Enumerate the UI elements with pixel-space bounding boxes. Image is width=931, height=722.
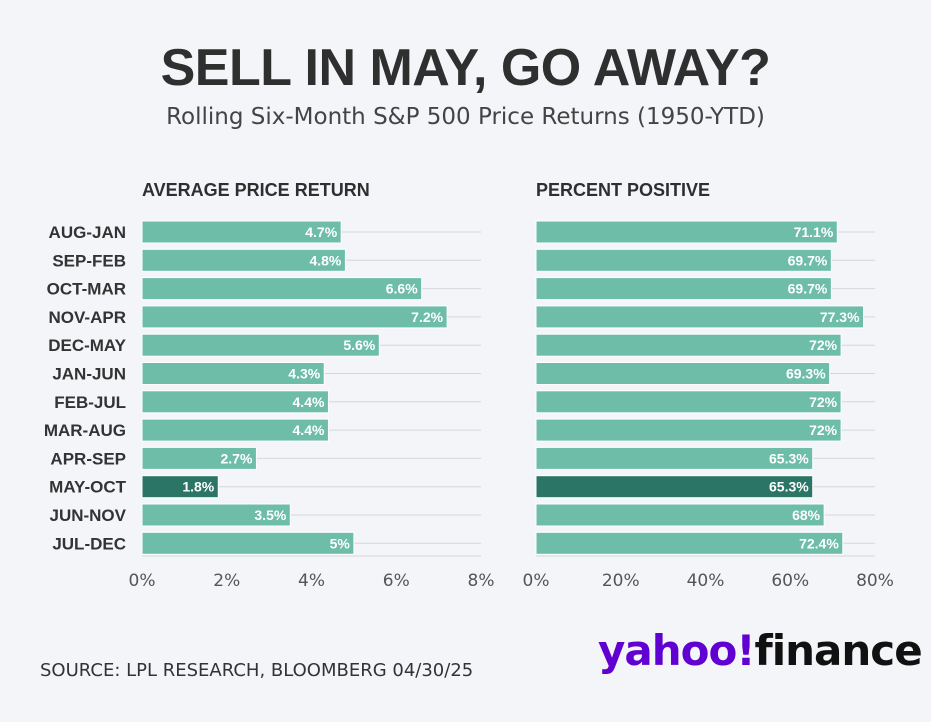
data-label: 72.4%	[799, 535, 839, 551]
chart-subtitle: Rolling Six-Month S&P 500 Price Returns …	[166, 104, 765, 130]
bar-jan-jun	[141, 362, 325, 385]
x-tick-label: 8%	[468, 571, 495, 591]
x-tick-label: 6%	[383, 571, 410, 591]
bar-feb-jul	[535, 390, 842, 414]
chart-title: SELL IN MAY, GO AWAY?	[160, 39, 771, 97]
bar-oct-mar	[535, 277, 832, 301]
data-label: 4.7%	[305, 224, 337, 240]
bar-aug-jan	[535, 220, 838, 244]
category-label: AUG-JAN	[49, 223, 126, 242]
category-label: SEP-FEB	[52, 251, 126, 270]
data-label: 68%	[792, 507, 821, 523]
category-label: JUN-NOV	[49, 506, 126, 525]
bar-sep-feb	[141, 248, 346, 272]
data-label: 4.4%	[293, 394, 325, 410]
category-label: MAY-OCT	[49, 478, 126, 497]
category-label: FEB-JUL	[54, 393, 126, 412]
bar-may-oct	[141, 475, 219, 499]
bar-apr-sep	[141, 446, 257, 470]
x-tick-label: 80%	[856, 571, 894, 591]
data-label: 5.6%	[343, 337, 375, 353]
left-panel-title: AVERAGE PRICE RETURN	[142, 180, 370, 200]
category-label: APR-SEP	[50, 449, 126, 468]
data-label: 72%	[809, 422, 838, 438]
data-label: 71.1%	[794, 224, 834, 240]
bar-nov-apr	[141, 305, 448, 329]
bar-feb-jul	[141, 390, 329, 414]
data-label: 77.3%	[820, 309, 860, 325]
bar-may-oct	[535, 475, 814, 499]
bar-apr-sep	[535, 446, 814, 470]
data-label: 6.6%	[386, 281, 418, 297]
data-label: 69.7%	[788, 252, 828, 268]
x-tick-label: 4%	[298, 571, 325, 591]
bar-jun-nov	[535, 503, 825, 527]
data-label: 3.5%	[254, 507, 286, 523]
logo-finance-text: finance	[754, 626, 922, 675]
bar-oct-mar	[141, 277, 423, 301]
yahoo-finance-logo: yahoo!finance	[598, 626, 923, 675]
data-label: 1.8%	[182, 479, 214, 495]
bar-nov-apr	[535, 305, 865, 329]
x-tick-label: 0%	[129, 571, 156, 591]
x-tick-label: 20%	[602, 571, 640, 591]
category-label: DEC-MAY	[48, 336, 126, 355]
category-label: MAR-AUG	[44, 421, 126, 440]
data-label: 72%	[809, 394, 838, 410]
bar-mar-aug	[141, 418, 329, 442]
x-tick-label: 60%	[771, 571, 809, 591]
data-label: 4.8%	[309, 252, 341, 268]
data-label: 7.2%	[411, 309, 443, 325]
right-panel-title: PERCENT POSITIVE	[536, 180, 711, 200]
logo-yahoo-text: yahoo!	[598, 626, 755, 675]
bar-dec-may	[141, 333, 380, 357]
source-note: SOURCE: LPL RESEARCH, BLOOMBERG 04/30/25	[40, 660, 474, 681]
bar-jul-dec	[141, 531, 355, 555]
bar-jun-nov	[141, 503, 291, 527]
data-label: 69.3%	[786, 366, 826, 382]
bar-dec-may	[535, 333, 842, 357]
category-label: OCT-MAR	[47, 280, 126, 299]
category-label: JAN-JUN	[52, 365, 126, 384]
x-tick-label: 0%	[523, 571, 550, 591]
bar-jul-dec	[535, 531, 844, 555]
bar-mar-aug	[535, 418, 842, 442]
data-label: 65.3%	[769, 479, 809, 495]
category-label: NOV-APR	[49, 308, 126, 327]
x-tick-label: 40%	[687, 571, 725, 591]
x-tick-label: 2%	[213, 571, 240, 591]
bar-aug-jan	[141, 220, 342, 244]
data-label: 65.3%	[769, 450, 809, 466]
data-label: 4.4%	[293, 422, 325, 438]
data-label: 72%	[809, 337, 838, 353]
data-label: 4.3%	[288, 366, 320, 382]
bar-jan-jun	[535, 362, 831, 385]
category-label: JUL-DEC	[52, 534, 126, 553]
data-label: 5%	[330, 535, 351, 551]
bar-sep-feb	[535, 248, 832, 272]
data-label: 2.7%	[220, 450, 252, 466]
data-label: 69.7%	[788, 281, 828, 297]
